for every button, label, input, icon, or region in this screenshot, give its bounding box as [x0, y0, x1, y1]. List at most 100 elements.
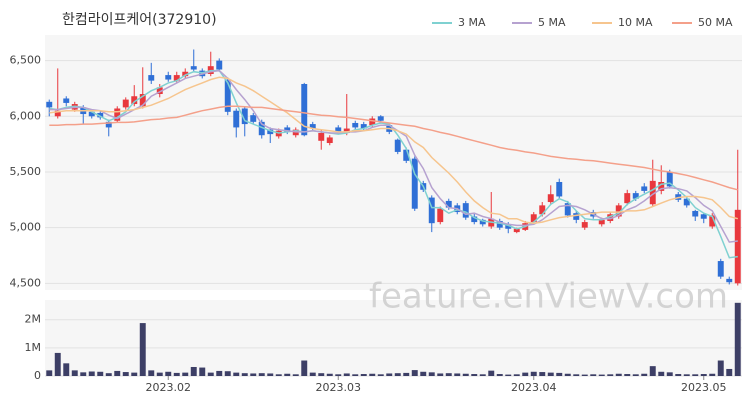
volume-bar: [233, 372, 240, 376]
volume-bar: [513, 374, 520, 376]
candle-body: [547, 194, 554, 203]
volume-bar: [148, 370, 155, 376]
volume-bar: [692, 374, 699, 376]
volume-bar: [267, 373, 274, 376]
candle-body: [658, 181, 665, 191]
volume-bar: [326, 373, 333, 376]
candle-body: [258, 121, 265, 136]
candle-body: [598, 219, 605, 225]
candle-body: [165, 75, 172, 80]
volume-bar: [275, 374, 282, 376]
volume-bar: [394, 373, 401, 376]
volume-bar: [284, 373, 291, 376]
volume-bar: [224, 371, 231, 376]
candle-body: [301, 83, 308, 136]
candle-body: [54, 110, 61, 117]
ma-line: [49, 105, 738, 191]
volume-bar: [216, 370, 223, 376]
volume-bar: [97, 371, 104, 376]
volume-bar: [182, 372, 189, 376]
volume-bar: [675, 374, 682, 376]
candle-body: [462, 203, 469, 218]
legend-label: 5 MA: [538, 16, 566, 29]
volume-bar: [165, 371, 172, 376]
volume-bar: [318, 373, 325, 376]
volume-bar: [717, 360, 724, 376]
volume-bar: [420, 371, 427, 376]
candle-body: [250, 115, 257, 122]
volume-bar: [343, 373, 350, 376]
volume-bar: [726, 368, 733, 376]
volume-bar: [258, 373, 265, 376]
candle-body: [352, 122, 359, 128]
candle-body: [717, 261, 724, 277]
volume-bar: [88, 371, 95, 376]
candle-body: [377, 116, 384, 121]
candle-body: [624, 193, 631, 204]
candle-body: [139, 94, 146, 107]
legend-label: 3 MA: [458, 16, 486, 29]
candle-body: [556, 181, 563, 197]
volume-bar: [471, 374, 478, 376]
candle-body: [615, 205, 622, 217]
volume-bar: [105, 373, 112, 376]
volume-bar: [641, 373, 648, 376]
candle-body: [318, 132, 325, 141]
volume-bar: [54, 352, 61, 376]
candle-body: [530, 214, 537, 223]
candle-body: [411, 158, 418, 209]
volume-bar: [479, 374, 486, 376]
volume-bar: [437, 373, 444, 376]
y-tick-label: 0: [34, 369, 41, 382]
volume-bar: [547, 372, 554, 376]
y-tick-label: 4,500: [10, 276, 42, 289]
volume-bar: [207, 372, 214, 376]
x-tick-label: 2023.04: [511, 381, 557, 394]
candle-body: [335, 127, 342, 132]
volume-bar: [649, 366, 656, 376]
volume-bar: [666, 372, 673, 376]
y-tick-label: 5,500: [10, 165, 42, 178]
candle-body: [360, 124, 367, 129]
volume-bar: [360, 374, 367, 376]
candle-body: [437, 208, 444, 223]
volume-bar: [428, 372, 435, 376]
volume-bar: [607, 374, 614, 376]
candle-body: [241, 108, 248, 125]
y-tick-label: 1M: [25, 341, 42, 354]
volume-bar: [386, 373, 393, 376]
candle-body: [726, 278, 733, 283]
volume-bar: [564, 373, 571, 376]
candle-body: [445, 200, 452, 208]
volume-bar: [445, 373, 452, 376]
candle-body: [692, 210, 699, 217]
volume-bar: [352, 374, 359, 376]
legend-label: 10 MA: [618, 16, 653, 29]
volume-bar: [377, 374, 384, 376]
candle-body: [700, 214, 707, 219]
volume-bar: [301, 360, 308, 376]
candle-body: [114, 108, 121, 121]
volume-bar: [241, 373, 248, 376]
y-tick-label: 6,500: [10, 54, 42, 67]
volume-bar: [122, 372, 129, 376]
candle-body: [105, 121, 112, 128]
candle-body: [343, 128, 350, 133]
candle-body: [632, 193, 639, 199]
volume-bar: [734, 302, 741, 376]
volume-bar: [683, 374, 690, 376]
candle-body: [403, 149, 410, 161]
candle-body: [131, 96, 138, 105]
volume-bar: [632, 374, 639, 376]
volume-bar: [700, 374, 707, 376]
candle-body: [581, 222, 588, 228]
volume-bar: [709, 373, 716, 376]
volume-bar: [573, 374, 580, 376]
volume-bar: [156, 372, 163, 376]
volume-bar: [369, 373, 376, 376]
ma-line: [49, 69, 738, 243]
candle-body: [479, 219, 486, 225]
volume-bar: [488, 370, 495, 376]
volume-bar: [71, 370, 78, 376]
